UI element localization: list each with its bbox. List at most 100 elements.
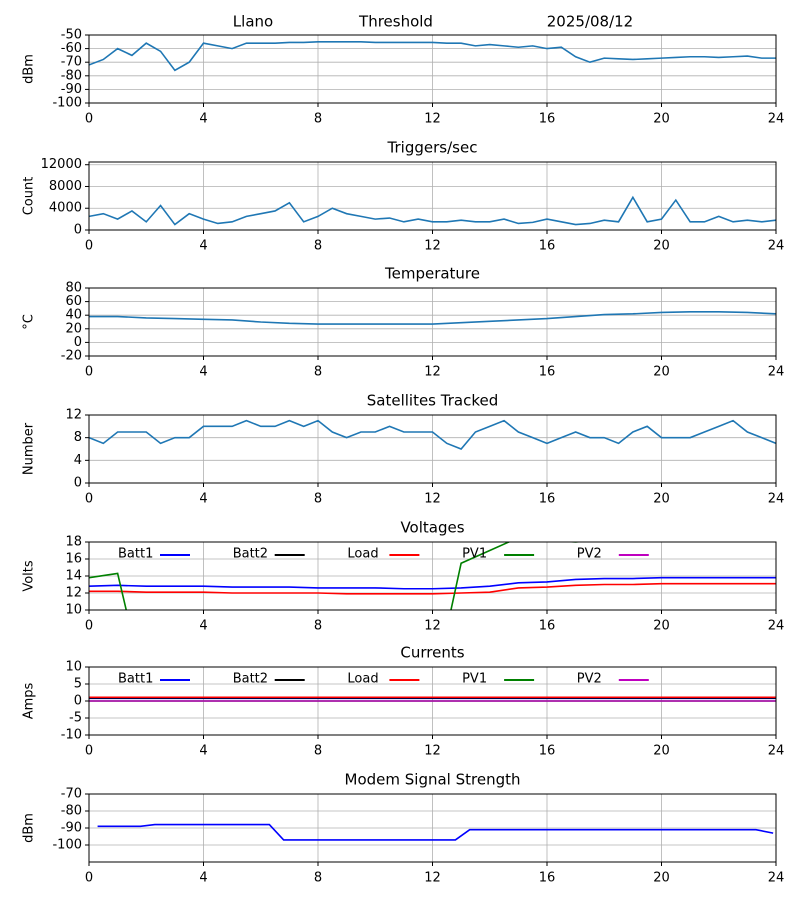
y-axis-label: dBm — [22, 54, 37, 84]
plot-frame — [88, 34, 777, 104]
chart-title: Llano — [233, 13, 273, 31]
x-tick-label: 4 — [199, 492, 207, 507]
y-tick-label: -20 — [61, 349, 82, 364]
y-tick-label: 40 — [65, 308, 82, 323]
y-tick-label: 0 — [74, 335, 82, 350]
x-tick-label: 12 — [424, 492, 441, 507]
x-tick-label: 12 — [424, 744, 441, 759]
x-tick-label: 16 — [539, 492, 556, 507]
y-tick-label: -5 — [69, 711, 82, 726]
x-tick-label: 20 — [653, 744, 670, 759]
x-tick-label: 8 — [314, 744, 322, 759]
x-tick-label: 4 — [199, 239, 207, 254]
x-tick-label: 0 — [85, 871, 93, 886]
x-tick-label: 20 — [653, 239, 670, 254]
x-tick-label: 20 — [653, 871, 670, 886]
x-tick-label: 24 — [768, 744, 785, 759]
x-tick-label: 8 — [314, 365, 322, 380]
legend-label: PV1 — [462, 547, 487, 562]
series-line — [89, 582, 776, 595]
y-tick-label: 16 — [65, 552, 82, 567]
plot-frame — [88, 541, 777, 611]
chart-title: Satellites Tracked — [367, 392, 498, 410]
chart-title: Triggers/sec — [387, 139, 478, 157]
x-tick-label: 12 — [424, 239, 441, 254]
x-tick-label: 24 — [768, 492, 785, 507]
y-tick-label: 18 — [65, 535, 82, 550]
y-tick-label: -100 — [52, 96, 82, 111]
x-tick-label: 12 — [424, 619, 441, 634]
x-tick-label: 4 — [199, 619, 207, 634]
plot-frame — [88, 666, 777, 736]
x-tick-label: 20 — [653, 619, 670, 634]
y-tick-label: 12 — [65, 586, 82, 601]
y-axis-label: Number — [22, 422, 37, 475]
y-tick-label: -80 — [61, 804, 82, 819]
x-tick-label: 8 — [314, 239, 322, 254]
series-line — [89, 41, 776, 72]
x-tick-label: 20 — [653, 365, 670, 380]
legend-label: Batt2 — [233, 672, 268, 687]
y-tick-label: -10 — [61, 728, 82, 743]
panel: Llano Threshold 2025/08/12 dBm -100-90-80-70… — [22, 13, 785, 127]
x-tick-label: 8 — [314, 492, 322, 507]
legend-label: PV1 — [462, 672, 487, 687]
y-tick-label: -100 — [52, 838, 82, 853]
x-tick-label: 8 — [314, 871, 322, 886]
legend-label: Batt2 — [233, 547, 268, 562]
series-line — [89, 311, 776, 325]
y-tick-label: -50 — [61, 28, 82, 43]
legend-label: Batt1 — [118, 547, 153, 562]
panel: Voltages Volts 10 12 14 16 18 0 4 8 12 16 20 24 Batt1 B… — [22, 519, 785, 634]
y-tick-label: 12 — [65, 408, 82, 423]
plot-frame — [88, 287, 777, 357]
x-tick-label: 16 — [539, 365, 556, 380]
x-tick-label: 24 — [768, 871, 785, 886]
x-tick-label: 0 — [85, 112, 93, 127]
y-tick-label: 10 — [65, 660, 82, 675]
y-axis-label: Amps — [22, 682, 37, 719]
chart-title: Temperature — [384, 265, 480, 283]
y-tick-label: 14 — [65, 569, 82, 584]
x-tick-label: 12 — [424, 871, 441, 886]
x-tick-label: 0 — [85, 744, 93, 759]
y-tick-label: -70 — [61, 55, 82, 70]
y-tick-label: 0 — [74, 476, 82, 491]
y-axis-label: °C — [22, 314, 37, 330]
x-tick-label: 4 — [199, 112, 207, 127]
y-tick-label: 4000 — [49, 201, 82, 216]
y-tick-label: 8000 — [49, 179, 82, 194]
y-tick-label: 12000 — [41, 157, 82, 172]
x-tick-label: 16 — [539, 112, 556, 127]
legend-label: Batt1 — [118, 672, 153, 687]
y-tick-label: 0 — [74, 694, 82, 709]
y-tick-label: 8 — [74, 430, 82, 445]
x-tick-label: 24 — [768, 239, 785, 254]
x-tick-label: 0 — [85, 492, 93, 507]
x-tick-label: 8 — [314, 112, 322, 127]
y-axis-label: dBm — [22, 813, 37, 843]
x-tick-label: 12 — [424, 112, 441, 127]
y-tick-label: 0 — [74, 223, 82, 238]
y-axis-label: Count — [22, 177, 37, 216]
x-tick-label: 16 — [539, 744, 556, 759]
series-line — [89, 419, 776, 450]
x-tick-label: 4 — [199, 871, 207, 886]
y-tick-label: 4 — [74, 453, 82, 468]
y-tick-label: -80 — [61, 68, 82, 83]
x-tick-label: 20 — [653, 112, 670, 127]
x-tick-label: 16 — [539, 619, 556, 634]
x-tick-label: 24 — [768, 112, 785, 127]
chart-title: Threshold — [358, 13, 433, 31]
y-tick-label: -90 — [61, 821, 82, 836]
x-tick-label: 4 — [199, 744, 207, 759]
series-line — [97, 823, 774, 841]
y-tick-label: -60 — [61, 41, 82, 56]
chart-title: Modem Signal Strength — [345, 771, 521, 789]
x-tick-label: 8 — [314, 619, 322, 634]
legend-label: Load — [347, 672, 378, 687]
plot-frame — [88, 414, 777, 484]
x-tick-label: 16 — [539, 239, 556, 254]
